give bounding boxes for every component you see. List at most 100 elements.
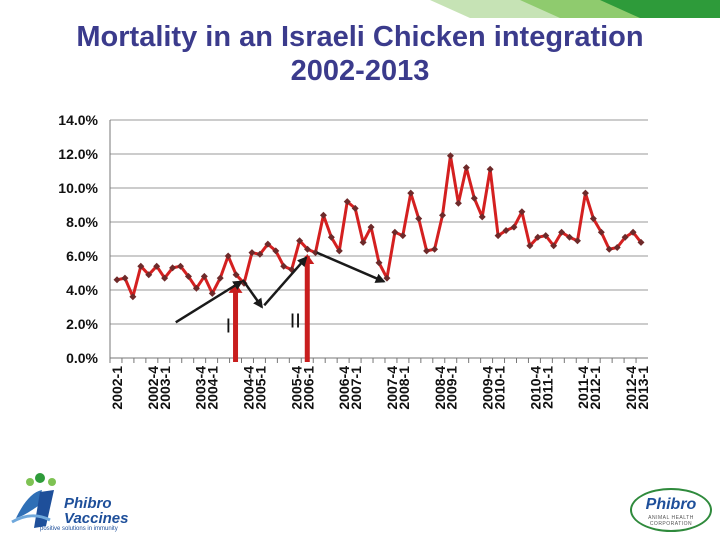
period-label: II <box>290 310 301 332</box>
trend-arrow <box>316 251 386 283</box>
y-tick-label: 10.0% <box>58 180 98 196</box>
data-point <box>518 208 526 216</box>
x-tick-label: 2005-1 <box>252 366 268 410</box>
data-point <box>605 245 613 253</box>
data-point <box>542 232 550 240</box>
x-tick-label: 2004-4 <box>240 366 256 410</box>
data-point <box>510 223 518 231</box>
data-point <box>589 215 597 223</box>
data-point <box>327 233 335 241</box>
data-point <box>121 274 129 282</box>
y-tick-label: 0.0% <box>66 350 98 366</box>
data-point <box>550 242 558 250</box>
data-point <box>113 276 121 284</box>
period-label: I <box>226 316 232 338</box>
vaccines-logo-name: Phibro Vaccines <box>64 496 129 526</box>
data-point <box>375 259 383 267</box>
x-tick-label: 2013-1 <box>635 366 651 410</box>
data-point <box>280 262 288 270</box>
data-point <box>184 272 192 280</box>
data-point <box>470 194 478 202</box>
y-tick-label: 12.0% <box>58 146 98 162</box>
vaccines-logo-name-line1: Phibro <box>64 495 112 512</box>
data-point <box>208 289 216 297</box>
data-point <box>248 249 256 257</box>
data-point <box>558 228 566 236</box>
data-point <box>177 262 185 270</box>
data-point <box>224 252 232 260</box>
data-point <box>637 238 645 246</box>
data-point <box>581 189 589 197</box>
data-point <box>335 247 343 255</box>
data-point <box>359 238 367 246</box>
trend-arrow <box>175 280 244 324</box>
slide-title: Mortality in an Israeli Chicken integrat… <box>0 20 720 88</box>
data-point <box>621 233 629 241</box>
y-tick-label: 2.0% <box>66 316 98 332</box>
x-tick-label: 2002-1 <box>109 366 125 410</box>
data-point <box>311 249 319 257</box>
x-tick-label: 2004-1 <box>205 366 221 410</box>
data-point <box>494 232 502 240</box>
trend-arrow <box>263 256 308 307</box>
data-point <box>446 152 454 160</box>
x-tick-label: 2005-4 <box>288 366 304 410</box>
data-point <box>343 198 351 206</box>
data-point <box>391 228 399 236</box>
data-point <box>169 264 177 272</box>
data-point <box>272 247 280 255</box>
data-point <box>192 284 200 292</box>
x-tick-label: 2008-4 <box>432 366 448 410</box>
data-point <box>629 228 637 236</box>
data-point <box>454 199 462 207</box>
x-tick-label: 2012-1 <box>587 366 603 410</box>
data-point <box>232 271 240 279</box>
data-point <box>573 237 581 245</box>
data-point <box>304 245 312 253</box>
x-tick-label: 2010-4 <box>527 366 543 410</box>
y-tick-label: 8.0% <box>66 214 98 230</box>
x-tick-label: 2007-1 <box>348 366 364 410</box>
header-band <box>0 0 720 18</box>
data-point <box>319 211 327 219</box>
x-tick-label: 2011-1 <box>539 366 555 409</box>
slide-title-line2: 2002-2013 <box>290 55 430 87</box>
data-point <box>367 223 375 231</box>
y-tick-label: 14.0% <box>58 112 98 128</box>
x-tick-label: 2012-4 <box>623 366 639 410</box>
x-tick-label: 2009-4 <box>480 366 496 410</box>
data-point <box>256 250 264 258</box>
data-point <box>597 228 605 236</box>
slide-title-line1: Mortality in an Israeli Chicken integrat… <box>76 21 644 53</box>
data-point <box>399 232 407 240</box>
x-tick-label: 2003-4 <box>193 366 209 410</box>
animal-health-logo-name: Phibro <box>645 496 697 513</box>
vaccines-logo-name-line2: Vaccines <box>64 510 129 527</box>
y-tick-label: 6.0% <box>66 248 98 264</box>
data-point <box>462 164 470 172</box>
data-point <box>439 211 447 219</box>
data-point <box>534 233 542 241</box>
x-tick-label: 2009-1 <box>444 366 460 410</box>
mortality-series-line <box>116 154 643 299</box>
data-point <box>431 245 439 253</box>
phibro-animal-health-logo: Phibro ANIMAL HEALTH CORPORATION <box>630 488 712 532</box>
trend-arrow <box>241 279 263 309</box>
phibro-vaccines-logo: Phibro Vaccines positive solutions in im… <box>10 470 160 534</box>
data-point <box>526 242 534 250</box>
data-point <box>161 274 169 282</box>
x-tick-label: 2006-1 <box>300 366 316 410</box>
data-point <box>566 233 574 241</box>
data-point <box>137 262 145 270</box>
x-tick-label: 2002-4 <box>145 366 161 410</box>
mortality-line-chart: 0.0% 2.0% 4.0% 6.0% 8.0% 10.0% 12.0% 14.0% 2002-… <box>58 112 651 410</box>
x-tick-label: 2006-4 <box>336 366 352 410</box>
data-point <box>486 165 494 173</box>
x-tick-label: 2011-4 <box>575 366 591 409</box>
data-point <box>153 262 161 270</box>
data-point <box>129 293 137 301</box>
data-point <box>264 240 272 248</box>
x-tick-label: 2007-4 <box>384 366 400 410</box>
data-point <box>296 237 304 245</box>
x-tick-label: 2008-1 <box>396 366 412 410</box>
